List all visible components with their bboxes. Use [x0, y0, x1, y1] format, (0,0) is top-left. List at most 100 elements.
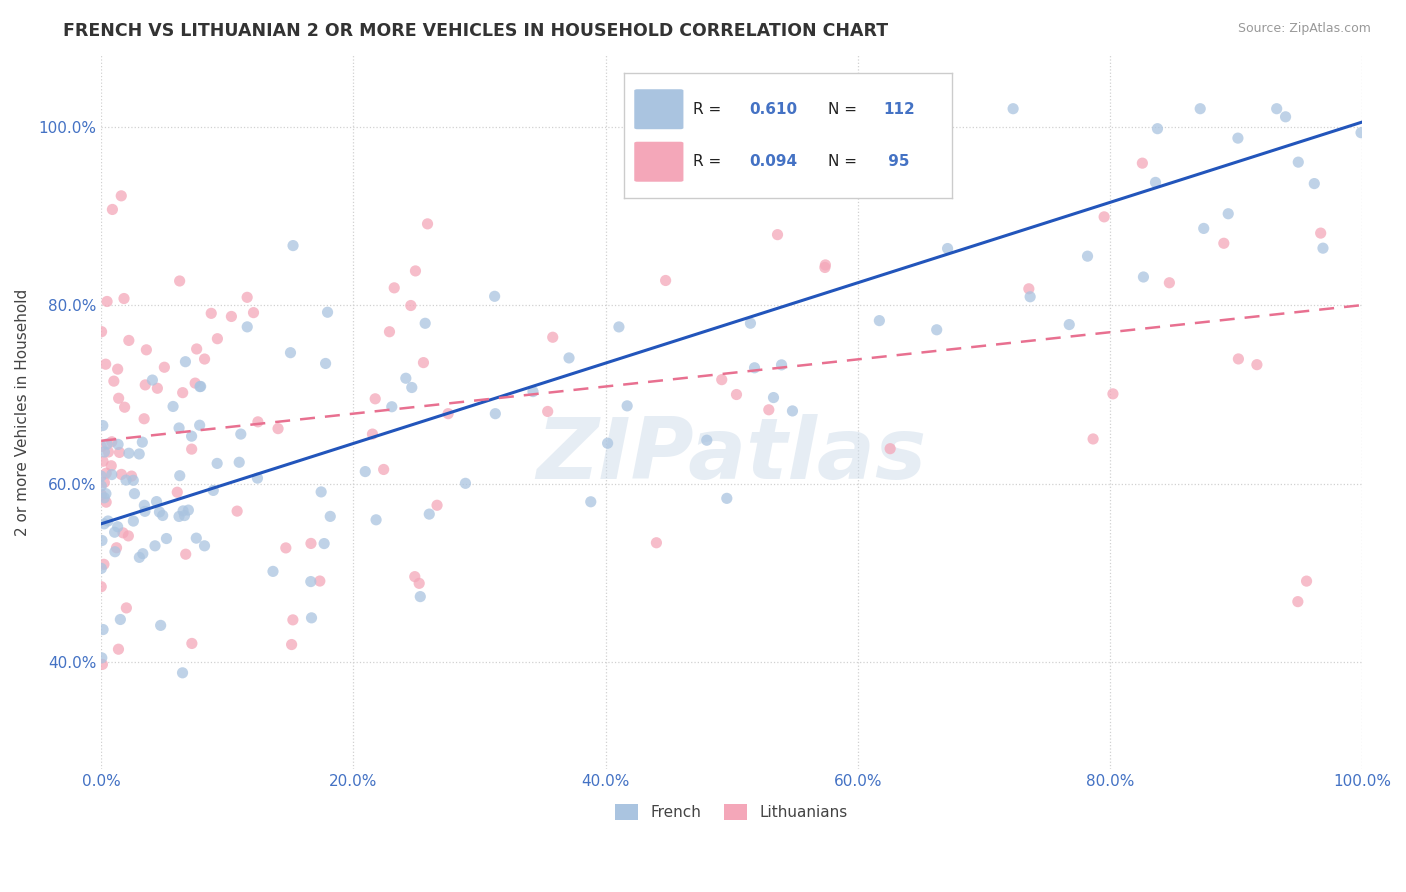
Point — [90, 440, 112, 454]
Point — [91, 657, 114, 672]
Point — [91, 454, 114, 468]
Point — [299, 536, 322, 550]
Point — [1132, 270, 1154, 285]
Point — [868, 313, 890, 327]
Point — [401, 380, 423, 394]
Point — [169, 468, 191, 483]
Point — [1159, 276, 1181, 290]
Point — [172, 385, 194, 400]
Point — [90, 561, 112, 575]
Point — [309, 484, 332, 499]
Point — [193, 539, 215, 553]
Point — [242, 305, 264, 319]
Point — [280, 345, 302, 359]
Point — [91, 623, 114, 637]
Point — [607, 320, 630, 334]
Point — [145, 494, 167, 508]
Point — [118, 446, 141, 460]
Point — [143, 539, 166, 553]
Point — [200, 306, 222, 320]
Point — [696, 434, 718, 448]
Point — [121, 469, 143, 483]
Point — [770, 358, 793, 372]
Point — [114, 401, 136, 415]
Point — [936, 242, 959, 256]
Point — [180, 442, 202, 457]
Point — [1286, 594, 1309, 608]
Point — [274, 541, 297, 555]
Point — [117, 529, 139, 543]
Point — [1092, 210, 1115, 224]
Point — [1019, 290, 1042, 304]
Point — [1212, 236, 1234, 251]
Point — [758, 402, 780, 417]
Point — [186, 342, 208, 356]
Point — [90, 650, 112, 665]
Point — [236, 290, 259, 304]
Point — [162, 400, 184, 414]
Point — [107, 520, 129, 534]
Point — [315, 356, 337, 370]
Point — [172, 665, 194, 680]
Point — [101, 202, 124, 217]
Point — [541, 330, 564, 344]
Point — [90, 469, 112, 483]
Point — [97, 445, 120, 459]
Point — [1189, 102, 1212, 116]
Point — [413, 316, 436, 330]
Point — [105, 541, 128, 555]
Point — [184, 376, 207, 391]
Point — [364, 513, 387, 527]
Point — [418, 507, 440, 521]
Point — [596, 436, 619, 450]
Point — [558, 351, 581, 365]
Point — [202, 483, 225, 498]
Point — [132, 547, 155, 561]
Point — [354, 465, 377, 479]
Point — [226, 504, 249, 518]
Point — [308, 574, 330, 588]
Point — [1130, 156, 1153, 170]
Point — [399, 299, 422, 313]
Point — [110, 467, 132, 482]
Point — [93, 445, 115, 459]
Point — [409, 590, 432, 604]
Point — [744, 360, 766, 375]
Point — [814, 260, 837, 275]
Point — [654, 273, 676, 287]
Point — [177, 503, 200, 517]
Point — [1286, 155, 1309, 169]
Point — [90, 325, 112, 339]
Point — [645, 535, 668, 549]
Point — [1076, 249, 1098, 263]
Point — [381, 400, 404, 414]
Point — [267, 422, 290, 436]
Point — [91, 533, 114, 548]
Point — [180, 429, 202, 443]
Point — [131, 435, 153, 450]
Point — [1312, 241, 1334, 255]
Point — [101, 467, 124, 482]
Point — [96, 467, 118, 481]
Point — [814, 258, 837, 272]
Point — [221, 310, 243, 324]
Point — [236, 319, 259, 334]
Point — [104, 545, 127, 559]
Point — [205, 457, 228, 471]
Point — [522, 384, 544, 399]
Point — [299, 574, 322, 589]
Point — [115, 473, 138, 487]
Point — [110, 612, 132, 626]
Point — [1102, 387, 1125, 401]
Point — [180, 636, 202, 650]
Point — [128, 550, 150, 565]
Point — [1018, 282, 1040, 296]
Text: Source: ZipAtlas.com: Source: ZipAtlas.com — [1237, 22, 1371, 36]
Point — [314, 536, 336, 550]
Point — [725, 387, 748, 401]
Point — [111, 525, 134, 540]
Point — [437, 407, 460, 421]
Point — [484, 407, 506, 421]
Point — [710, 373, 733, 387]
Point — [90, 580, 112, 594]
